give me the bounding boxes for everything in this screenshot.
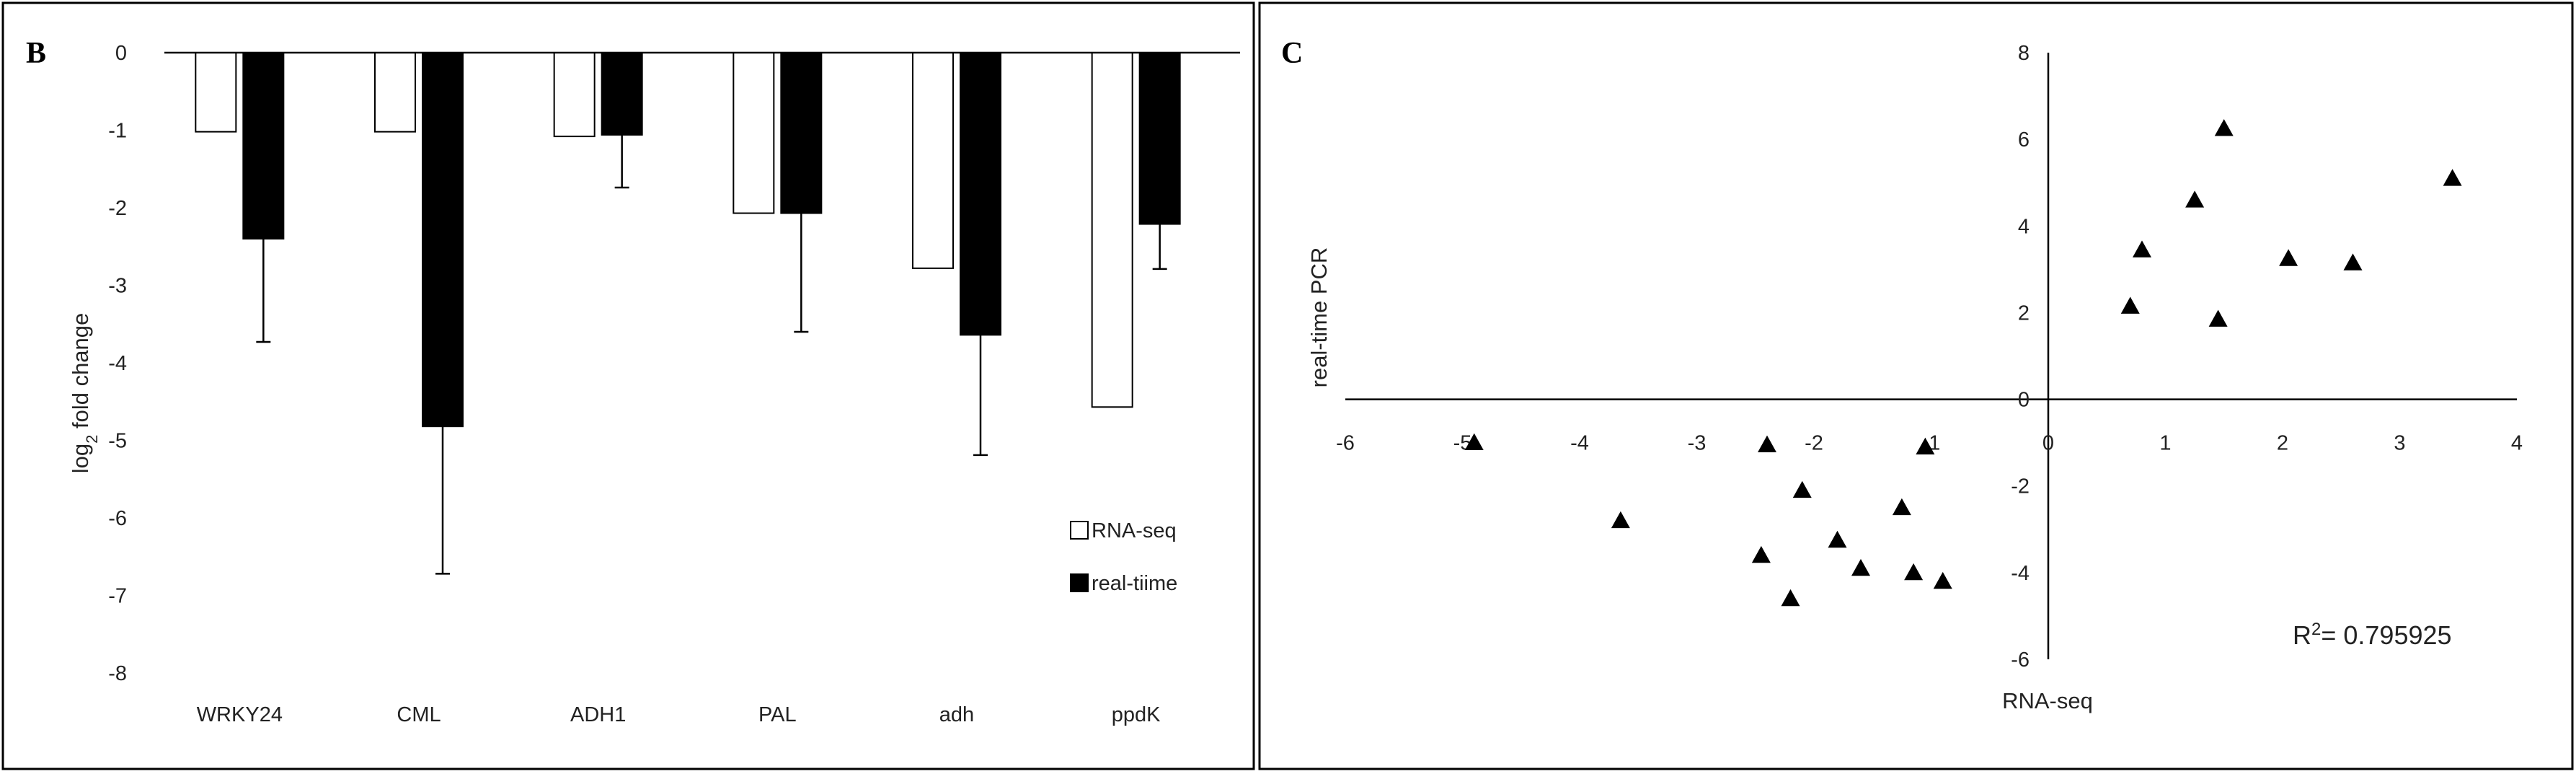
bar-real-time <box>960 52 1001 336</box>
panel-b-y-ticks: 0 -1 -2 -3 -4 -5 -6 -7 -8 <box>108 42 127 685</box>
panel-c-xlabel: RNA-seq <box>2002 688 2093 713</box>
legend-label: RNA-seq <box>1092 519 1177 542</box>
panel-c-y-ticks: 8 6 4 2 0 -2 -4 -6 <box>2011 42 2030 672</box>
scatter-point-triangle <box>2133 240 2151 258</box>
panel-b-category-label: WRKY24 <box>197 703 283 726</box>
scatter-point-triangle <box>1828 530 1847 548</box>
panel-b-y-tick-label: -3 <box>108 275 127 298</box>
panel-b: B log2 fold change 0 -1 -2 -3 -4 -5 -6 -7 -8 WRK… <box>1 1 1255 770</box>
panel-c-x-tick-label: -6 <box>1336 432 1355 455</box>
bar-real-time <box>242 52 285 239</box>
scatter-point-triangle <box>1792 480 1812 498</box>
panel-b-bars <box>195 52 1181 428</box>
legend-label: real-tiime <box>1092 572 1177 595</box>
panel-b-category-label: CML <box>397 703 441 726</box>
bar-real-time <box>422 52 464 428</box>
panel-c-x-tick-label: 2 <box>2277 432 2288 455</box>
panel-c-y-tick-label: 6 <box>2018 128 2030 151</box>
scatter-point-triangle <box>2208 309 2228 327</box>
panel-c-y-tick-label: -2 <box>2011 475 2030 498</box>
scatter-point-triangle <box>1758 435 1776 453</box>
bar-rna-seq <box>374 52 416 133</box>
legend-swatch <box>1070 573 1089 592</box>
panel-b-y-tick-label: -6 <box>108 507 127 530</box>
panel-b-border <box>1 1 1255 770</box>
bar-real-time <box>1138 52 1181 225</box>
scatter-point-triangle <box>1611 511 1630 529</box>
panel-b-category-label: adh <box>939 703 974 726</box>
scatter-point-triangle <box>2120 296 2140 314</box>
panel-b-legend: RNA-seq real-tiime <box>1070 519 1177 595</box>
bar-real-time <box>601 52 643 136</box>
panel-b-category-labels: WRKY24 CML ADH1 PAL adh ppdK <box>197 703 1161 726</box>
bar-rna-seq <box>732 52 775 214</box>
panel-b-y-tick-label: 0 <box>115 42 127 65</box>
panel-c-r2-annotation: R2= 0.795925 <box>2293 620 2452 651</box>
panel-b-y-tick-label: -8 <box>108 662 127 685</box>
panel-c-letter: C <box>1281 37 1303 70</box>
panel-b-y-tick-label: -7 <box>108 585 127 608</box>
bar-real-time <box>780 52 823 214</box>
panel-c-y-tick-label: 2 <box>2018 302 2030 325</box>
panel-c-border <box>1258 1 2574 770</box>
bar-rna-seq <box>195 52 237 133</box>
panel-b-category-label: ADH1 <box>570 703 626 726</box>
panel-c-x-tick-label: 4 <box>2511 432 2523 455</box>
panel-c-y-tick-label: 8 <box>2018 42 2030 65</box>
panel-c-y-tick-label: -4 <box>2011 562 2030 585</box>
scatter-point-triangle <box>2443 169 2462 186</box>
panel-b-y-tick-label: -2 <box>108 197 127 220</box>
panel-c-y-tick-label: -6 <box>2011 648 2030 672</box>
bar-rna-seq <box>1091 52 1133 408</box>
panel-c-ylabel: real-time PCR <box>1306 247 1332 388</box>
panel-b-category-label: ppdK <box>1112 703 1161 726</box>
panel-b-error-bars <box>256 134 1167 575</box>
scatter-point-triangle <box>2279 249 2298 266</box>
bar-rna-seq <box>553 52 596 138</box>
scatter-point-triangle <box>1892 498 1911 516</box>
panel-c-x-tick-label: 1 <box>2159 432 2171 455</box>
panel-c-x-tick-label: -3 <box>1688 432 1707 455</box>
panel-c-points <box>1464 119 2462 607</box>
panel-c-y-tick-label: 4 <box>2018 215 2030 238</box>
panel-b-letter: B <box>26 37 46 70</box>
scatter-point-triangle <box>1933 571 1952 589</box>
legend-swatch <box>1070 521 1089 540</box>
panel-c-x-tick-label: 3 <box>2394 432 2405 455</box>
panel-c-x-tick-label: 0 <box>2042 432 2054 455</box>
scatter-point-triangle <box>2214 119 2234 136</box>
scatter-point-triangle <box>1464 433 1484 451</box>
scatter-point-triangle <box>2343 253 2363 271</box>
panel-b-category-label: PAL <box>758 703 797 726</box>
panel-b-y-tick-label: -5 <box>108 430 127 453</box>
scatter-point-triangle <box>1851 558 1870 576</box>
panel-b-y-tick-label: -4 <box>108 352 127 375</box>
panel-c-x-tick-label: -2 <box>1805 432 1823 455</box>
scatter-point-triangle <box>1904 563 1924 581</box>
panel-c-x-tick-label: -4 <box>1570 432 1589 455</box>
panel-b-ylabel: log2 fold change <box>68 313 101 474</box>
panel-c-y-tick-label: 0 <box>2018 389 2030 412</box>
bar-rna-seq <box>912 52 954 269</box>
scatter-point-triangle <box>1751 545 1771 563</box>
scatter-point-triangle <box>1781 589 1800 607</box>
panel-b-y-tick-label: -1 <box>108 120 127 143</box>
scatter-point-triangle <box>1916 437 1935 455</box>
scatter-point-triangle <box>2185 190 2205 208</box>
